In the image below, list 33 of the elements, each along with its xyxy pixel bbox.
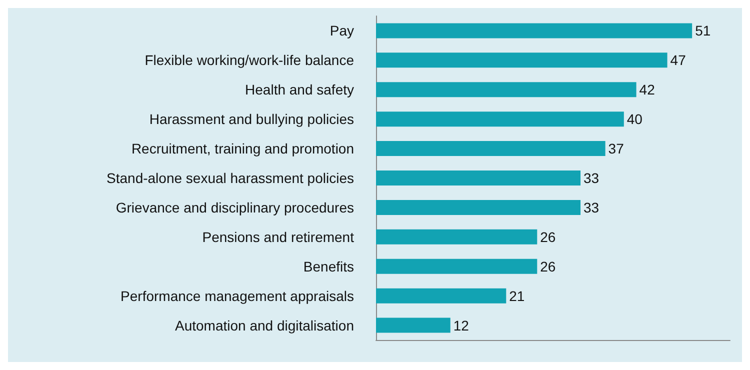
y-tick-label: Harassment and bullying policies	[149, 111, 354, 128]
y-tick-label: Pay	[330, 22, 354, 39]
bar	[376, 318, 450, 333]
bar	[376, 200, 581, 215]
data-label: 47	[670, 52, 686, 68]
bar	[376, 229, 538, 244]
bar	[376, 170, 581, 186]
data-label: 51	[695, 22, 711, 39]
data-label: 42	[639, 82, 656, 98]
data-label: 33	[584, 199, 600, 216]
data-label: 37	[608, 140, 624, 157]
data-label: 12	[453, 317, 470, 334]
bar	[376, 288, 506, 304]
y-tick-label: Benefits	[303, 258, 354, 274]
y-tick-label: Flexible working/work-life balance	[144, 52, 354, 68]
y-tick-label: Health and safety	[245, 82, 354, 98]
bar	[376, 23, 692, 38]
y-tick-label: Recruitment, training and promotion	[131, 140, 354, 157]
y-tick-label: Grievance and disciplinary procedures	[116, 199, 354, 216]
bar	[376, 141, 606, 156]
y-tick-label: Automation and digitalisation	[174, 317, 354, 334]
data-label: 26	[540, 228, 556, 245]
y-tick-label: Performance management appraisals	[120, 288, 354, 304]
bar	[376, 112, 624, 127]
data-label: 40	[626, 111, 643, 128]
y-tick-label: Stand-alone sexual harassment policies	[106, 170, 354, 186]
bar	[376, 52, 668, 68]
data-label: 33	[584, 170, 600, 186]
data-label: 26	[540, 258, 556, 274]
y-tick-label: Pensions and retirement	[202, 228, 354, 245]
bar	[376, 82, 636, 98]
data-label: 21	[509, 288, 525, 304]
bar	[376, 258, 538, 274]
